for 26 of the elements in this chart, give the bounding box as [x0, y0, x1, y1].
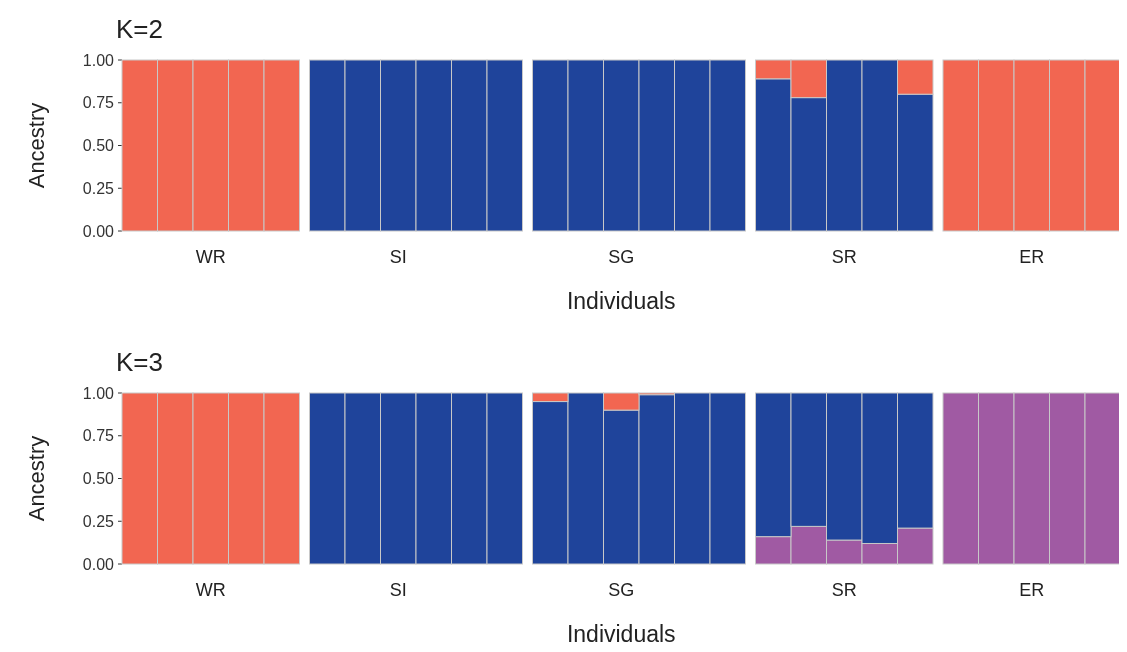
- x-axis-title: Individuals: [566, 288, 676, 314]
- y-tick-label: 0.50: [82, 470, 115, 488]
- x-tick-label: SR: [831, 247, 857, 267]
- y-axis-title: Ancestry: [24, 102, 49, 189]
- y-tick-label: 0.00: [82, 222, 115, 240]
- y-tick-label: 0.75: [82, 94, 115, 112]
- x-tick-label: WR: [195, 580, 226, 600]
- x-tick-label: SR: [831, 580, 857, 600]
- chart-title: K=2: [116, 14, 163, 44]
- x-tick-label: ER: [1019, 580, 1045, 600]
- y-tick-label: 0.75: [82, 427, 115, 445]
- y-tick-label: 0.00: [82, 555, 115, 573]
- x-axis-title: Individuals: [566, 621, 676, 647]
- y-tick-label: 1.00: [82, 384, 115, 402]
- y-axis-title: Ancestry: [24, 435, 49, 522]
- x-tick-label: SG: [608, 247, 635, 267]
- y-tick-label: 0.25: [82, 512, 115, 530]
- x-tick-label: WR: [195, 247, 226, 267]
- y-tick-label: 0.50: [82, 137, 115, 155]
- x-tick-label: ER: [1019, 247, 1045, 267]
- x-tick-label: SI: [389, 247, 407, 267]
- chart-title: K=3: [116, 347, 163, 377]
- x-tick-label: SI: [389, 580, 407, 600]
- y-tick-label: 0.25: [82, 179, 115, 197]
- x-tick-label: SG: [608, 580, 635, 600]
- y-tick-label: 1.00: [82, 51, 115, 69]
